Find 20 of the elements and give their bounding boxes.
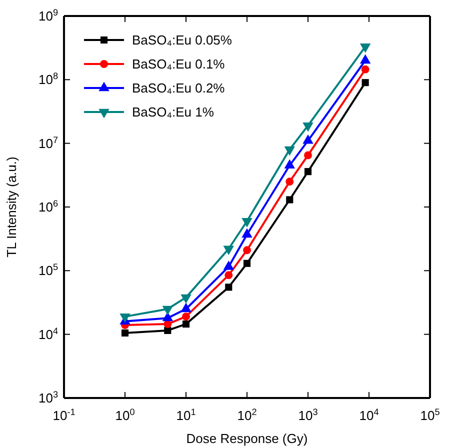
x-tick-label: 10$^{4}$ [359,407,379,423]
y-tick-label: 10$^{4}$ [38,326,58,342]
y-tick-label: 10$^{5}$ [38,262,58,278]
x-tick-label: 10$^{3}$ [298,407,318,423]
y-tick-label: 10$^{8}$ [38,71,58,88]
legend-label: BaSO₄:Eu 0.1% [132,56,226,72]
y-axis-title: TL Intensity (a.u.) [4,156,19,258]
x-tick-label: 10$^{5}$ [420,407,440,423]
x-tick-label: 10$^{-1}$ [52,407,76,423]
legend-label: BaSO₄:Eu 0.05% [132,32,232,48]
x-tick-label: 10$^{0}$ [115,407,135,423]
y-tick-label: 10$^{7}$ [38,134,58,151]
legend-label: BaSO₄:Eu 0.2% [132,80,226,96]
legend-label: BaSO₄:Eu 1% [132,104,214,120]
y-tick-label: 10$^{3}$ [38,390,58,406]
y-tick-label: 10$^{6}$ [38,198,58,215]
x-tick-label: 10$^{1}$ [176,407,196,423]
x-axis-title: Dose Response (Gy) [186,431,308,446]
x-tick-label: 10$^{2}$ [237,407,257,423]
y-tick-label: 10$^{9}$ [38,8,58,24]
